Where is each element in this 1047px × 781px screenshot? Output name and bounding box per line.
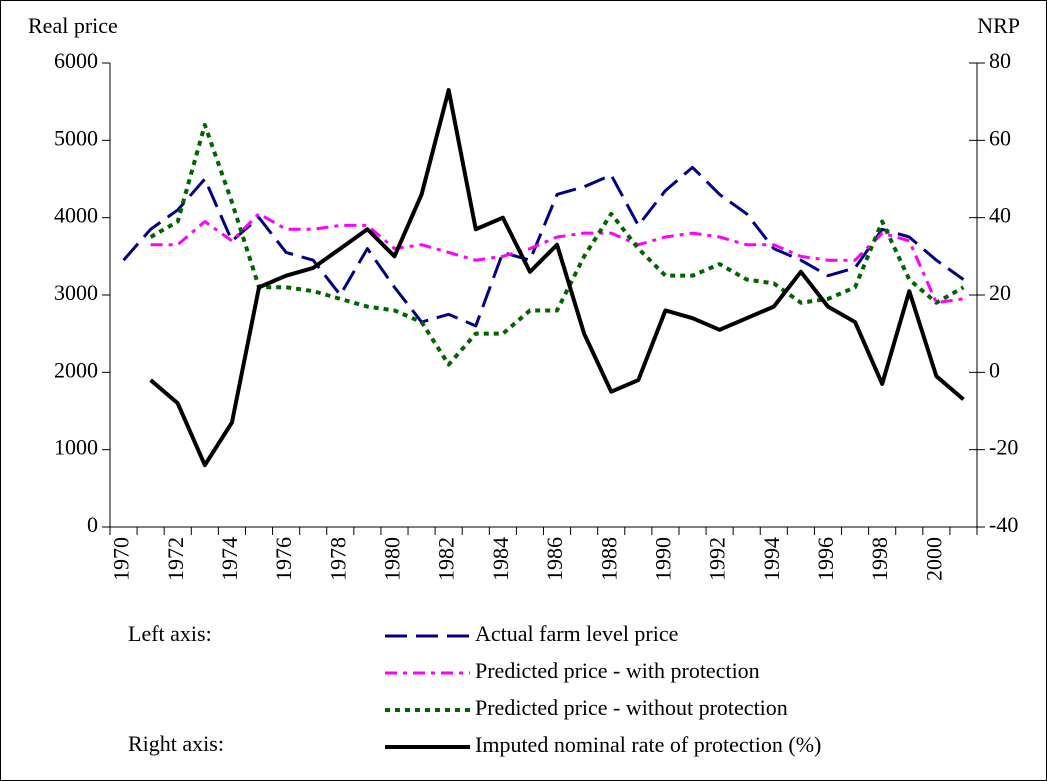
y2-tick-label: 20 xyxy=(989,280,1011,305)
x-tick-label: 1994 xyxy=(759,537,784,581)
y-tick-label: 4000 xyxy=(54,203,98,228)
x-tick-label: 1990 xyxy=(650,537,675,581)
x-tick-label: 1982 xyxy=(434,537,459,581)
x-tick-label: 1976 xyxy=(271,537,296,581)
x-tick-label: 1992 xyxy=(705,537,730,581)
x-tick-label: 1974 xyxy=(217,537,242,581)
y-tick-label: 0 xyxy=(87,512,98,537)
y-tick-label: 3000 xyxy=(54,280,98,305)
legend-label: Predicted price - with protection xyxy=(475,658,760,683)
legend-label: Actual farm level price xyxy=(475,621,678,646)
x-tick-label: 1998 xyxy=(867,537,892,581)
x-tick-label: 1986 xyxy=(542,537,567,581)
series-line xyxy=(150,212,964,305)
y2-tick-label: -40 xyxy=(989,512,1018,537)
x-tick-label: 1988 xyxy=(596,537,621,581)
x-tick-label: 1984 xyxy=(488,537,513,581)
y2-tick-label: 0 xyxy=(989,357,1000,382)
series-line xyxy=(149,122,965,367)
x-tick-label: 1996 xyxy=(813,537,838,581)
legend-label: Predicted price - without protection xyxy=(475,695,788,720)
x-tick-label: 2000 xyxy=(921,537,946,581)
x-tick-label: 1972 xyxy=(163,537,188,581)
y-tick-label: 5000 xyxy=(54,125,98,150)
y2-tick-label: -20 xyxy=(989,435,1018,460)
legend-group-label: Right axis: xyxy=(128,731,224,756)
y-axis-label: Real price xyxy=(28,13,118,38)
legend-label: Imputed nominal rate of protection (%) xyxy=(475,732,821,757)
y2-tick-label: 80 xyxy=(989,48,1011,73)
y2-tick-label: 60 xyxy=(989,125,1011,150)
y-tick-label: 1000 xyxy=(54,435,98,460)
series-line xyxy=(122,165,965,328)
x-tick-label: 1970 xyxy=(109,537,134,581)
y-tick-label: 6000 xyxy=(54,48,98,73)
series-line xyxy=(149,88,965,468)
x-tick-label: 1978 xyxy=(325,537,350,581)
y2-tick-label: 40 xyxy=(989,203,1011,228)
y-tick-label: 2000 xyxy=(54,357,98,382)
x-tick-label: 1980 xyxy=(380,537,405,581)
y2-axis-label: NRP xyxy=(977,13,1020,38)
legend-group-label: Left axis: xyxy=(128,621,212,646)
